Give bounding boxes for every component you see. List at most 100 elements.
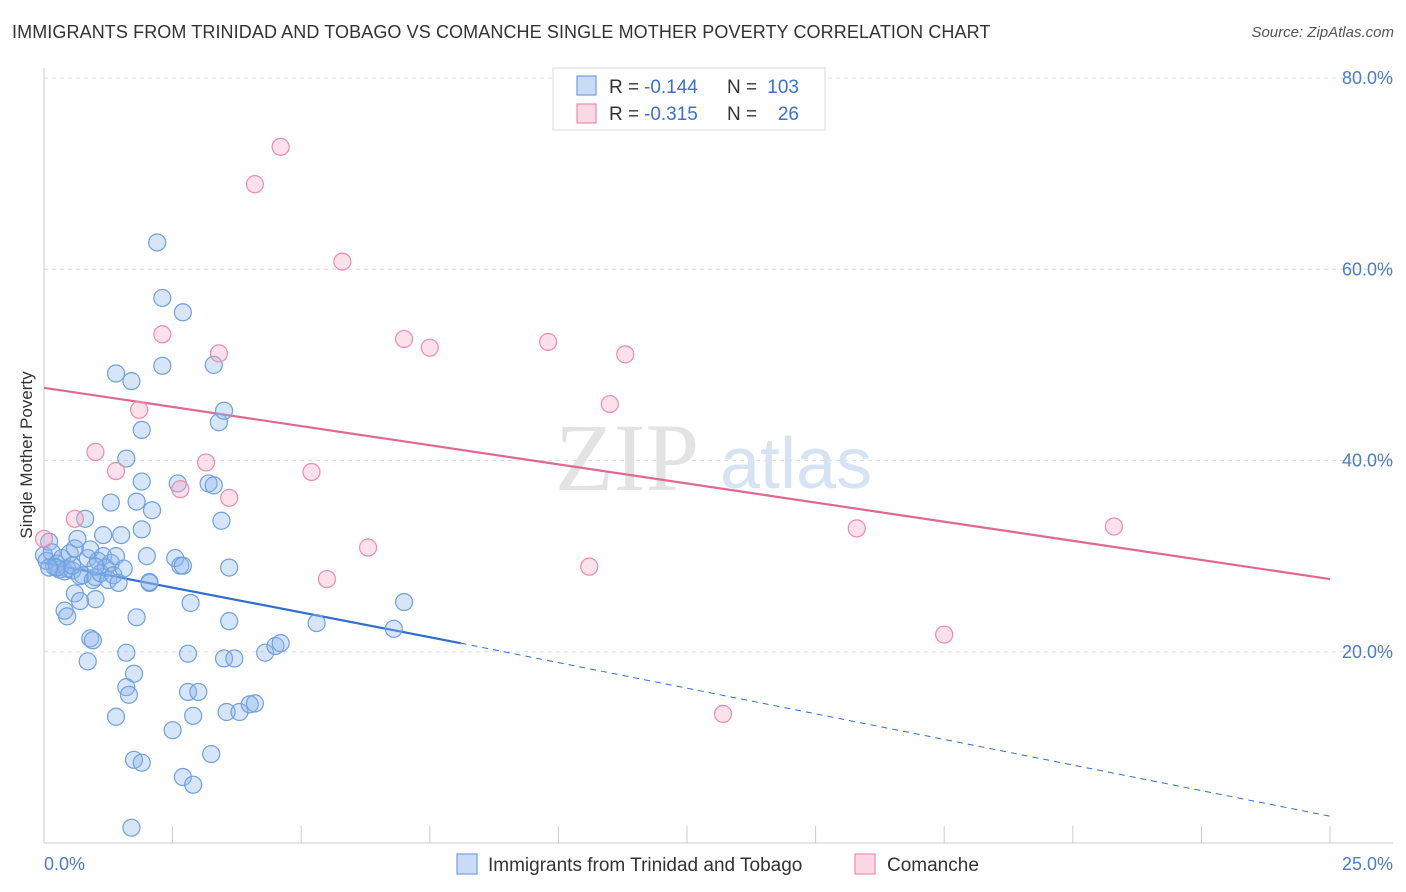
data-point-immigrants xyxy=(153,356,172,375)
y-tick-label: 80.0% xyxy=(1342,68,1393,88)
legend-bottom: Immigrants from Trinidad and Tobago Coma… xyxy=(456,853,979,876)
data-point-immigrants xyxy=(209,413,228,432)
data-point-immigrants xyxy=(230,702,249,722)
data-point-immigrants xyxy=(178,644,198,663)
data-point-comanche xyxy=(317,569,337,589)
legend-r-value-pink: -0.315 xyxy=(644,104,698,125)
data-point-immigrants xyxy=(271,634,290,653)
data-point-comanche xyxy=(153,325,172,344)
data-point-comanche xyxy=(580,557,599,576)
data-point-immigrants xyxy=(220,558,239,577)
data-point-immigrants xyxy=(225,649,244,668)
gridlines xyxy=(44,77,1393,653)
data-point-comanche xyxy=(1104,517,1124,536)
data-point-immigrants xyxy=(86,557,105,576)
data-point-immigrants xyxy=(163,721,182,740)
data-point-immigrants xyxy=(127,492,146,511)
data-point-immigrants xyxy=(132,420,151,439)
data-point-immigrants xyxy=(63,556,82,575)
data-point-immigrants xyxy=(78,652,97,671)
data-point-comanche xyxy=(539,332,558,352)
chart-title: IMMIGRANTS FROM TRINIDAD AND TOBAGO VS C… xyxy=(12,22,991,42)
watermark-zip: ZIP xyxy=(555,404,699,511)
data-point-immigrants xyxy=(132,753,151,772)
data-point-comanche xyxy=(358,538,378,557)
data-point-comanche xyxy=(220,488,239,507)
y-tick-label: 60.0% xyxy=(1342,259,1393,279)
x-tick-label-max: 25.0% xyxy=(1342,854,1393,874)
data-point-immigrants xyxy=(117,449,136,468)
y-axis-label: Single Mother Poverty xyxy=(17,371,36,539)
trend-line-comanche xyxy=(43,386,1331,581)
data-point-immigrants xyxy=(117,643,136,662)
data-point-immigrants xyxy=(181,593,200,613)
data-point-comanche xyxy=(713,704,733,724)
data-point-immigrants xyxy=(40,558,59,577)
data-point-immigrants xyxy=(173,556,192,575)
data-point-immigrants xyxy=(384,619,403,638)
series-immigrants-points xyxy=(34,233,414,837)
data-point-immigrants xyxy=(58,607,77,626)
data-point-immigrants xyxy=(112,525,131,545)
data-point-immigrants xyxy=(245,694,265,713)
data-point-immigrants xyxy=(127,608,146,627)
x-tick-label-min: 0.0% xyxy=(44,854,85,874)
data-point-comanche xyxy=(86,442,105,461)
legend-swatch-pink xyxy=(576,103,597,124)
data-point-comanche xyxy=(130,400,149,419)
data-point-immigrants xyxy=(124,664,144,683)
data-point-immigrants xyxy=(119,685,138,704)
data-point-comanche xyxy=(196,453,216,472)
y-tick-label: 40.0% xyxy=(1342,451,1393,471)
data-point-immigrants xyxy=(307,613,326,633)
legend-r-label-pink: R = xyxy=(609,104,639,125)
data-point-immigrants xyxy=(240,695,259,714)
data-point-comanche xyxy=(420,338,439,357)
data-point-immigrants xyxy=(106,364,126,383)
data-point-immigrants xyxy=(266,636,285,656)
legend-n-value-pink: 26 xyxy=(778,104,799,125)
data-point-comanche xyxy=(106,461,126,481)
data-point-immigrants xyxy=(256,643,275,662)
data-point-immigrants xyxy=(184,775,203,794)
legend-top: R = -0.144 N = 103 R = -0.315 N = 26 xyxy=(552,67,826,131)
source-label: Source: ZipAtlas.com xyxy=(1251,24,1394,41)
data-point-immigrants xyxy=(122,372,141,391)
data-point-immigrants xyxy=(81,629,100,648)
watermark-atlas: atlas xyxy=(720,424,872,504)
data-point-immigrants xyxy=(204,476,223,495)
data-point-comanche xyxy=(935,625,954,644)
data-point-comanche xyxy=(171,480,190,499)
data-point-immigrants xyxy=(178,682,198,702)
data-point-immigrants xyxy=(83,631,102,650)
data-point-immigrants xyxy=(94,525,113,545)
legend-swatch-blue xyxy=(576,75,597,96)
data-point-comanche xyxy=(333,252,352,271)
data-point-immigrants xyxy=(204,355,223,374)
legend-bottom-label-pink: Comanche xyxy=(887,855,979,876)
data-point-comanche xyxy=(600,394,619,414)
data-point-immigrants xyxy=(40,532,59,551)
data-point-immigrants xyxy=(142,501,162,520)
data-point-comanche xyxy=(271,137,290,156)
data-point-immigrants xyxy=(70,591,90,611)
legend-bottom-swatch-blue xyxy=(456,853,478,875)
data-point-immigrants xyxy=(214,649,234,668)
series-comanche-points xyxy=(34,137,1124,724)
data-point-immigrants xyxy=(394,592,414,612)
data-point-comanche xyxy=(302,462,321,482)
data-point-immigrants xyxy=(148,233,167,252)
legend-bottom-label-blue: Immigrants from Trinidad and Tobago xyxy=(488,855,802,876)
data-point-immigrants xyxy=(217,702,236,722)
legend-n-label-pink: N = xyxy=(727,104,757,125)
data-point-immigrants xyxy=(137,547,156,566)
data-point-immigrants xyxy=(189,682,208,702)
data-point-immigrants xyxy=(220,612,239,631)
data-point-comanche xyxy=(847,519,866,538)
data-point-comanche xyxy=(209,344,228,363)
data-point-comanche xyxy=(245,175,265,194)
axes xyxy=(43,68,1393,844)
data-point-immigrants xyxy=(140,572,159,592)
data-point-immigrants xyxy=(153,288,172,308)
